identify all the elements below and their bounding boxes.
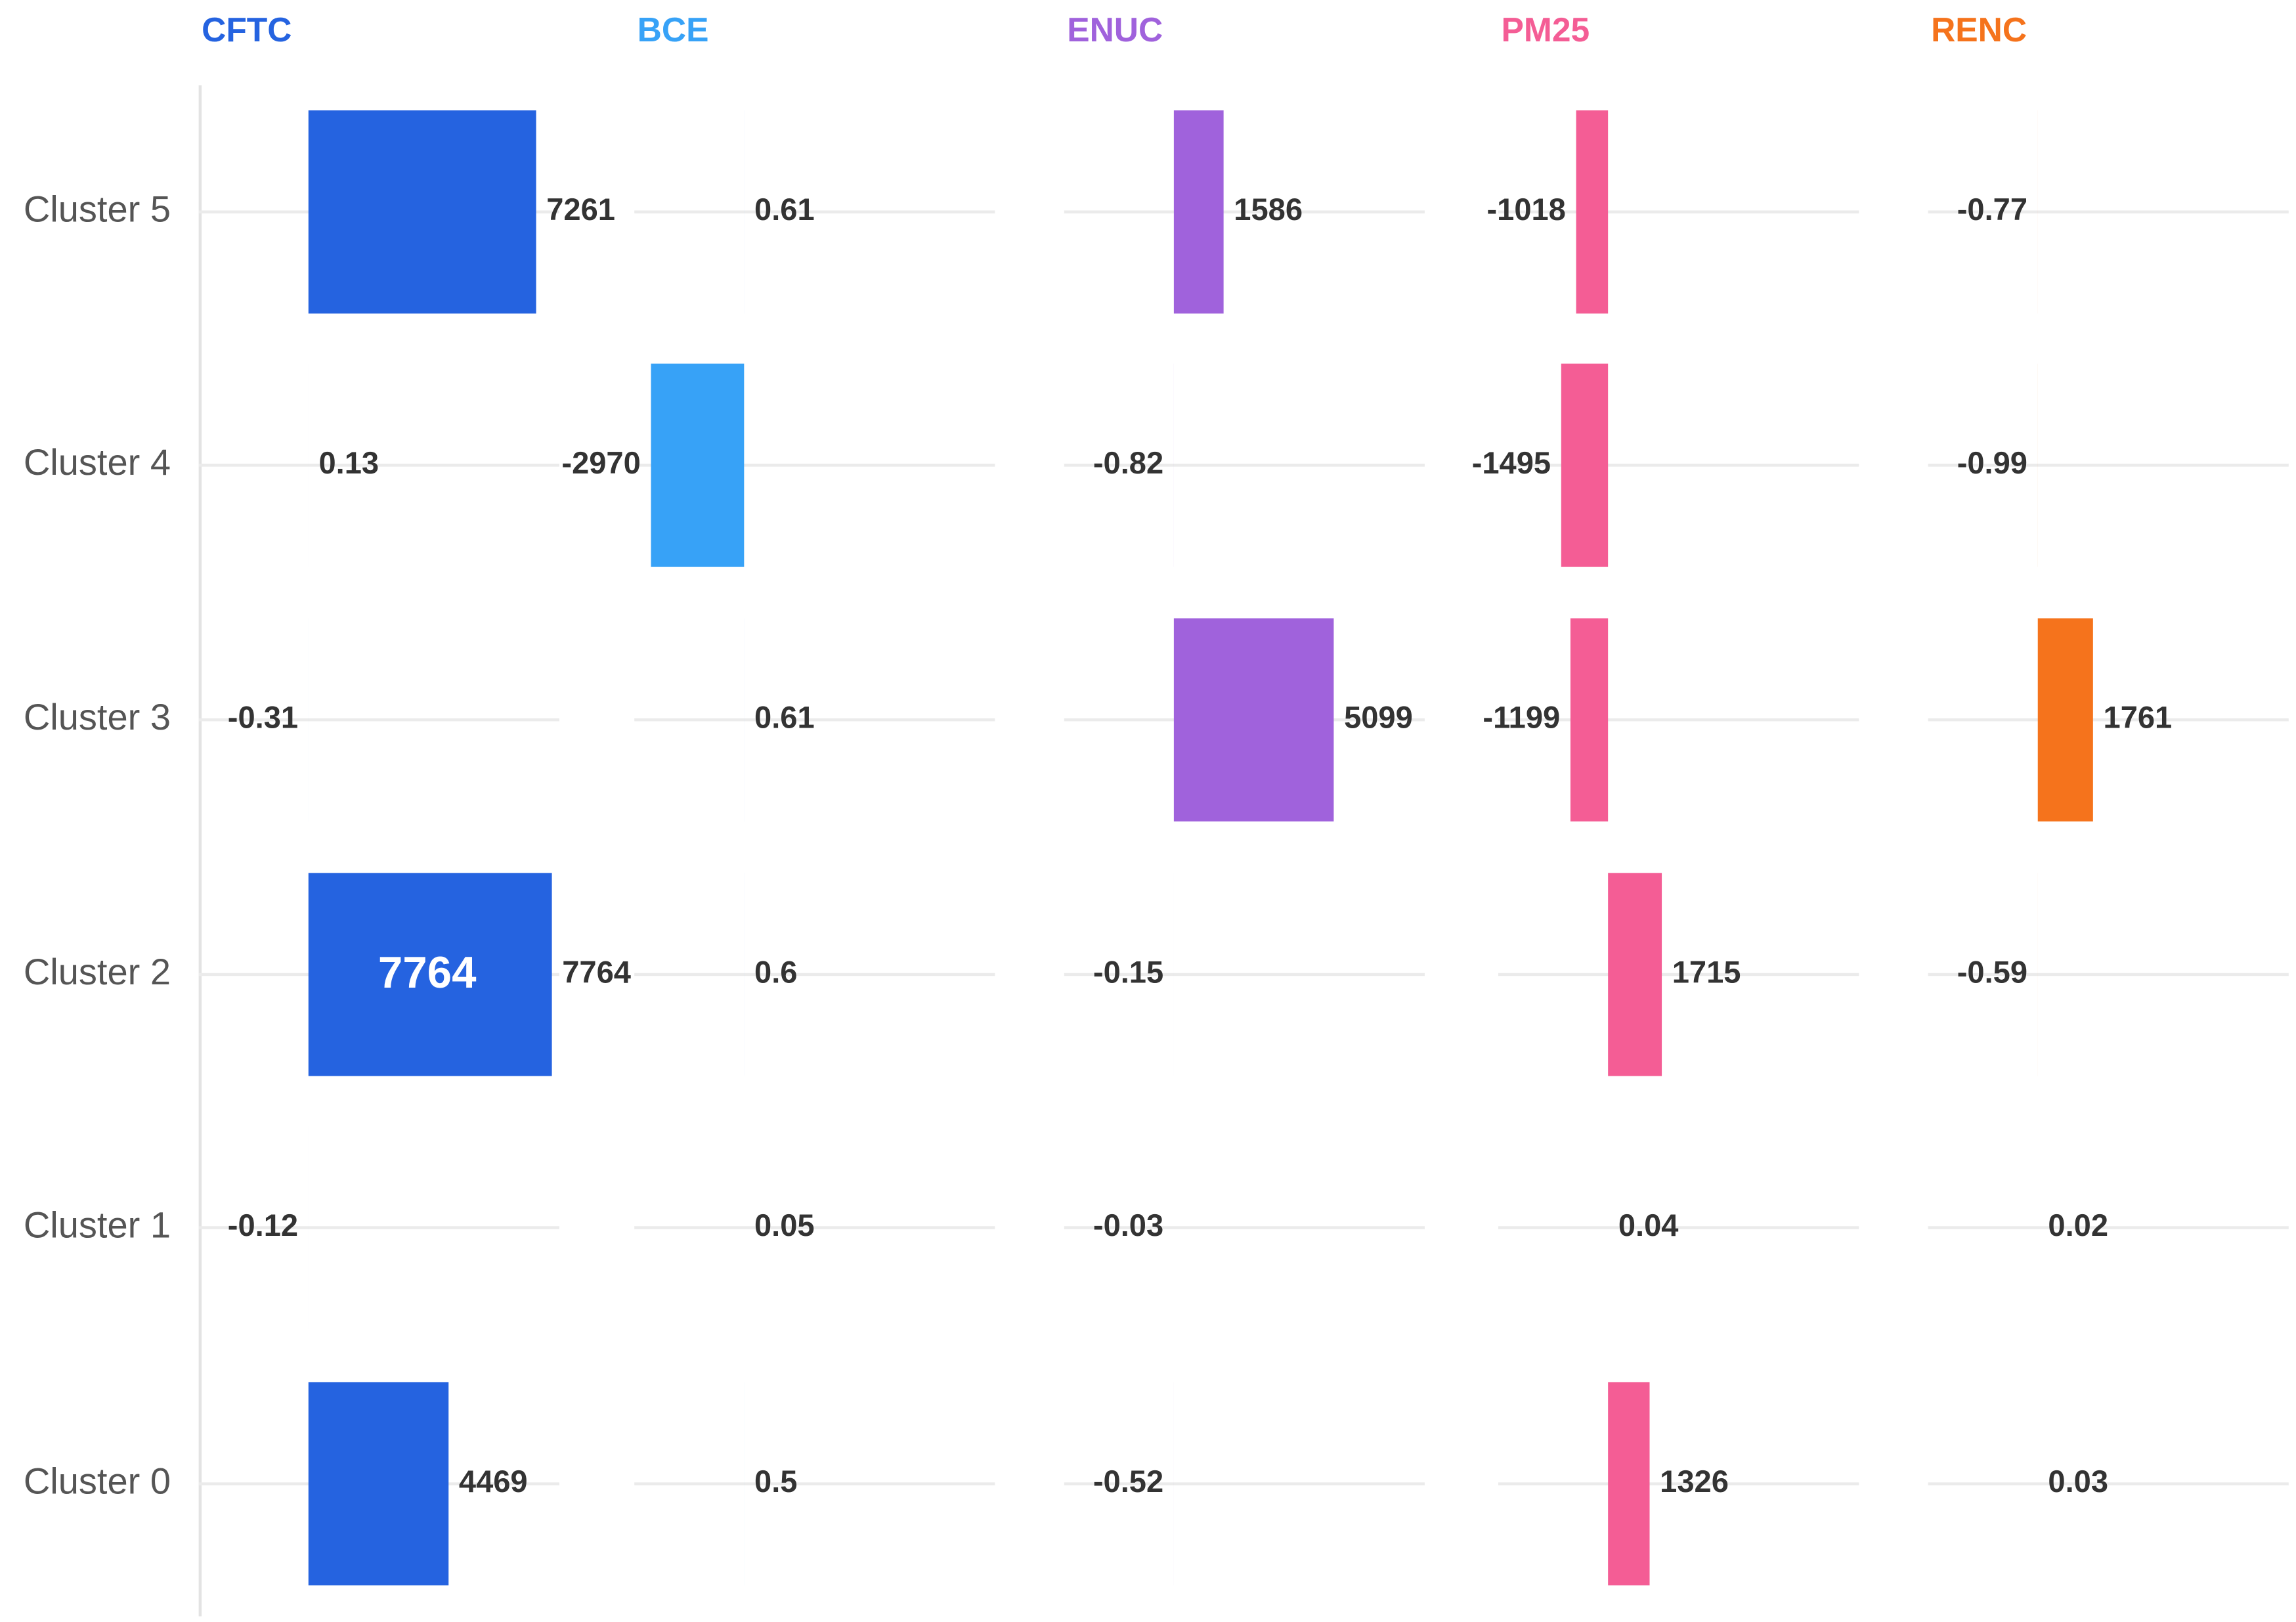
data-label: -0.77 bbox=[1957, 192, 2027, 227]
bar[interactable] bbox=[1608, 873, 1662, 1076]
data-label: -2970 bbox=[561, 445, 640, 480]
data-label: -0.03 bbox=[1093, 1208, 1163, 1242]
bar[interactable] bbox=[1561, 364, 1608, 567]
y-tick-label: Cluster 3 bbox=[24, 696, 171, 737]
data-label: 0.6 bbox=[754, 954, 797, 989]
y-tick-label: Cluster 2 bbox=[24, 951, 171, 992]
data-label: 0.05 bbox=[754, 1208, 815, 1242]
data-label: -0.12 bbox=[228, 1208, 298, 1242]
y-tick-label: Cluster 0 bbox=[24, 1460, 171, 1501]
data-label: 0.13 bbox=[318, 445, 379, 480]
panel-title: BCE bbox=[638, 11, 709, 49]
bar[interactable] bbox=[309, 1382, 448, 1585]
data-label: 7764 bbox=[562, 954, 631, 989]
data-label: 1326 bbox=[1660, 1464, 1729, 1499]
panel-title: RENC bbox=[1931, 11, 2027, 49]
panel-title: CFTC bbox=[202, 11, 292, 49]
y-tick-label: Cluster 5 bbox=[24, 188, 171, 230]
data-label: -0.82 bbox=[1093, 445, 1163, 480]
y-tick-label: Cluster 4 bbox=[24, 441, 171, 483]
bar[interactable] bbox=[1570, 619, 1608, 822]
bar[interactable] bbox=[2038, 619, 2093, 822]
data-label: -1199 bbox=[1483, 700, 1560, 735]
data-label: 1586 bbox=[1234, 192, 1303, 227]
data-label: 0.61 bbox=[754, 192, 815, 227]
bar[interactable] bbox=[1174, 110, 1224, 313]
bar[interactable] bbox=[1576, 110, 1609, 313]
data-label: -1495 bbox=[1472, 445, 1551, 480]
bar[interactable] bbox=[651, 364, 744, 567]
y-tick-label: Cluster 1 bbox=[24, 1204, 171, 1245]
data-label: 7261 bbox=[546, 192, 615, 227]
data-label: 0.04 bbox=[1618, 1208, 1679, 1242]
bar[interactable] bbox=[1174, 619, 1334, 822]
panel-title: ENUC bbox=[1067, 11, 1163, 49]
bar[interactable] bbox=[1608, 1382, 1649, 1585]
data-label: 1761 bbox=[2104, 700, 2173, 735]
data-label: 5099 bbox=[1344, 700, 1413, 735]
data-label: -0.59 bbox=[1957, 954, 2027, 989]
data-label: -0.31 bbox=[228, 700, 298, 735]
data-label: 0.5 bbox=[754, 1464, 797, 1499]
panel-title: PM25 bbox=[1502, 11, 1590, 49]
data-label: -0.52 bbox=[1093, 1464, 1163, 1499]
data-label: -1018 bbox=[1486, 192, 1565, 227]
data-label: 0.02 bbox=[2048, 1208, 2108, 1242]
bar-annotation: 7764 bbox=[378, 948, 477, 997]
data-label: 0.03 bbox=[2048, 1464, 2108, 1499]
data-label: 4469 bbox=[459, 1464, 528, 1499]
data-label: 0.61 bbox=[754, 700, 815, 735]
data-label: -0.15 bbox=[1093, 954, 1163, 989]
bar[interactable] bbox=[309, 110, 536, 313]
data-label: 1715 bbox=[1672, 954, 1741, 989]
data-label: -0.99 bbox=[1957, 445, 2027, 480]
